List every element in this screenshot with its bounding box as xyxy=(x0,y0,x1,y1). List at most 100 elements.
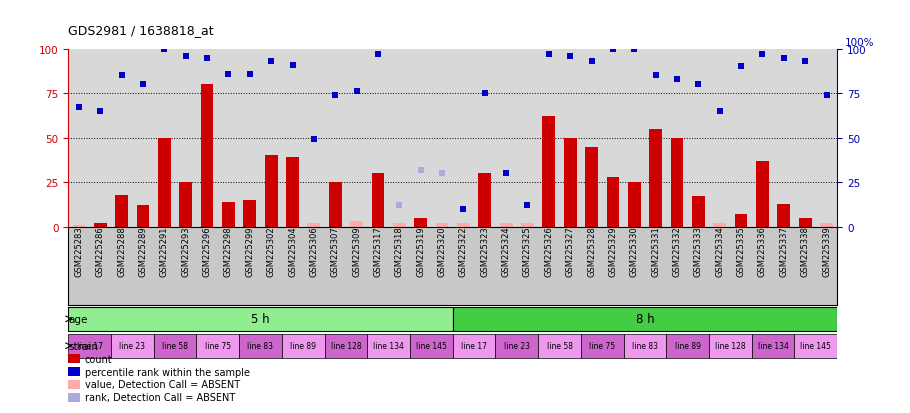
Text: line 128: line 128 xyxy=(330,342,361,350)
Bar xyxy=(158,138,171,227)
Bar xyxy=(111,334,154,358)
Text: value, Detection Call = ABSENT: value, Detection Call = ABSENT xyxy=(85,380,239,389)
Bar xyxy=(73,225,86,227)
Point xyxy=(221,71,236,78)
Point xyxy=(413,167,428,173)
Text: line 23: line 23 xyxy=(119,342,146,350)
Text: 8 h: 8 h xyxy=(636,313,654,325)
Bar xyxy=(329,183,341,227)
Bar xyxy=(734,215,747,227)
Text: count: count xyxy=(85,354,112,364)
Point xyxy=(733,64,748,71)
Text: line 58: line 58 xyxy=(162,342,188,350)
Text: line 145: line 145 xyxy=(801,342,831,350)
Point xyxy=(499,171,513,177)
Text: line 58: line 58 xyxy=(547,342,572,350)
Text: line 17: line 17 xyxy=(461,342,487,350)
Bar xyxy=(623,334,666,358)
Bar xyxy=(179,183,192,227)
Bar xyxy=(116,195,128,227)
Bar xyxy=(239,334,282,358)
Point xyxy=(285,62,299,69)
Bar xyxy=(325,334,368,358)
Bar xyxy=(350,222,363,227)
Text: line 17: line 17 xyxy=(76,342,103,350)
Bar xyxy=(308,223,320,227)
Point xyxy=(691,82,705,88)
Point xyxy=(115,73,129,80)
Text: 5 h: 5 h xyxy=(251,313,269,325)
Bar xyxy=(820,223,833,227)
Bar xyxy=(286,158,298,227)
Point xyxy=(349,89,364,95)
Point xyxy=(157,46,172,53)
Point xyxy=(798,59,813,65)
Point xyxy=(755,52,770,58)
Point xyxy=(627,46,642,53)
Point xyxy=(648,73,662,80)
Point xyxy=(392,202,407,209)
Bar xyxy=(436,223,449,227)
Text: line 134: line 134 xyxy=(758,342,789,350)
Bar xyxy=(243,201,257,227)
Point xyxy=(776,55,791,62)
Point xyxy=(541,52,556,58)
Point xyxy=(72,105,86,112)
Bar xyxy=(154,334,197,358)
Bar xyxy=(393,223,406,227)
Point xyxy=(243,71,258,78)
Bar xyxy=(713,223,726,227)
Text: strain: strain xyxy=(68,341,98,351)
Text: GDS2981 / 1638818_at: GDS2981 / 1638818_at xyxy=(68,24,214,37)
Bar xyxy=(538,334,581,358)
Text: age: age xyxy=(68,314,88,324)
Point xyxy=(307,137,321,143)
Point xyxy=(264,59,278,65)
Point xyxy=(456,206,470,213)
Point xyxy=(136,82,150,88)
Bar xyxy=(414,218,427,227)
Bar xyxy=(692,197,704,227)
Bar xyxy=(756,161,769,227)
Text: line 145: line 145 xyxy=(416,342,447,350)
Bar xyxy=(666,334,709,358)
Text: line 134: line 134 xyxy=(373,342,404,350)
Bar xyxy=(452,307,837,331)
Point xyxy=(563,53,578,60)
Bar xyxy=(457,223,470,227)
Bar xyxy=(371,174,384,227)
Point xyxy=(370,52,385,58)
Text: line 23: line 23 xyxy=(504,342,530,350)
Text: line 75: line 75 xyxy=(589,342,615,350)
Bar xyxy=(794,334,837,358)
Bar xyxy=(410,334,452,358)
Bar xyxy=(777,204,790,227)
Text: line 83: line 83 xyxy=(632,342,658,350)
Text: 100%: 100% xyxy=(844,38,875,48)
Bar xyxy=(500,223,512,227)
Bar xyxy=(564,138,577,227)
Bar xyxy=(649,130,662,227)
Text: line 83: line 83 xyxy=(248,342,274,350)
Bar xyxy=(709,334,752,358)
Text: percentile rank within the sample: percentile rank within the sample xyxy=(85,367,249,377)
Point xyxy=(713,109,727,115)
Bar xyxy=(68,334,111,358)
Point xyxy=(478,91,492,97)
Point xyxy=(670,76,684,83)
Text: line 89: line 89 xyxy=(290,342,316,350)
Bar xyxy=(521,223,534,227)
Bar xyxy=(265,156,278,227)
Bar xyxy=(495,334,538,358)
Point xyxy=(178,53,193,60)
Bar xyxy=(752,334,794,358)
Point xyxy=(328,93,342,99)
Bar xyxy=(68,307,452,331)
Bar xyxy=(606,178,620,227)
Point xyxy=(200,55,215,62)
Point xyxy=(435,171,450,177)
Text: line 89: line 89 xyxy=(674,342,701,350)
Point xyxy=(93,109,107,115)
Bar xyxy=(368,334,410,358)
Text: line 128: line 128 xyxy=(715,342,745,350)
